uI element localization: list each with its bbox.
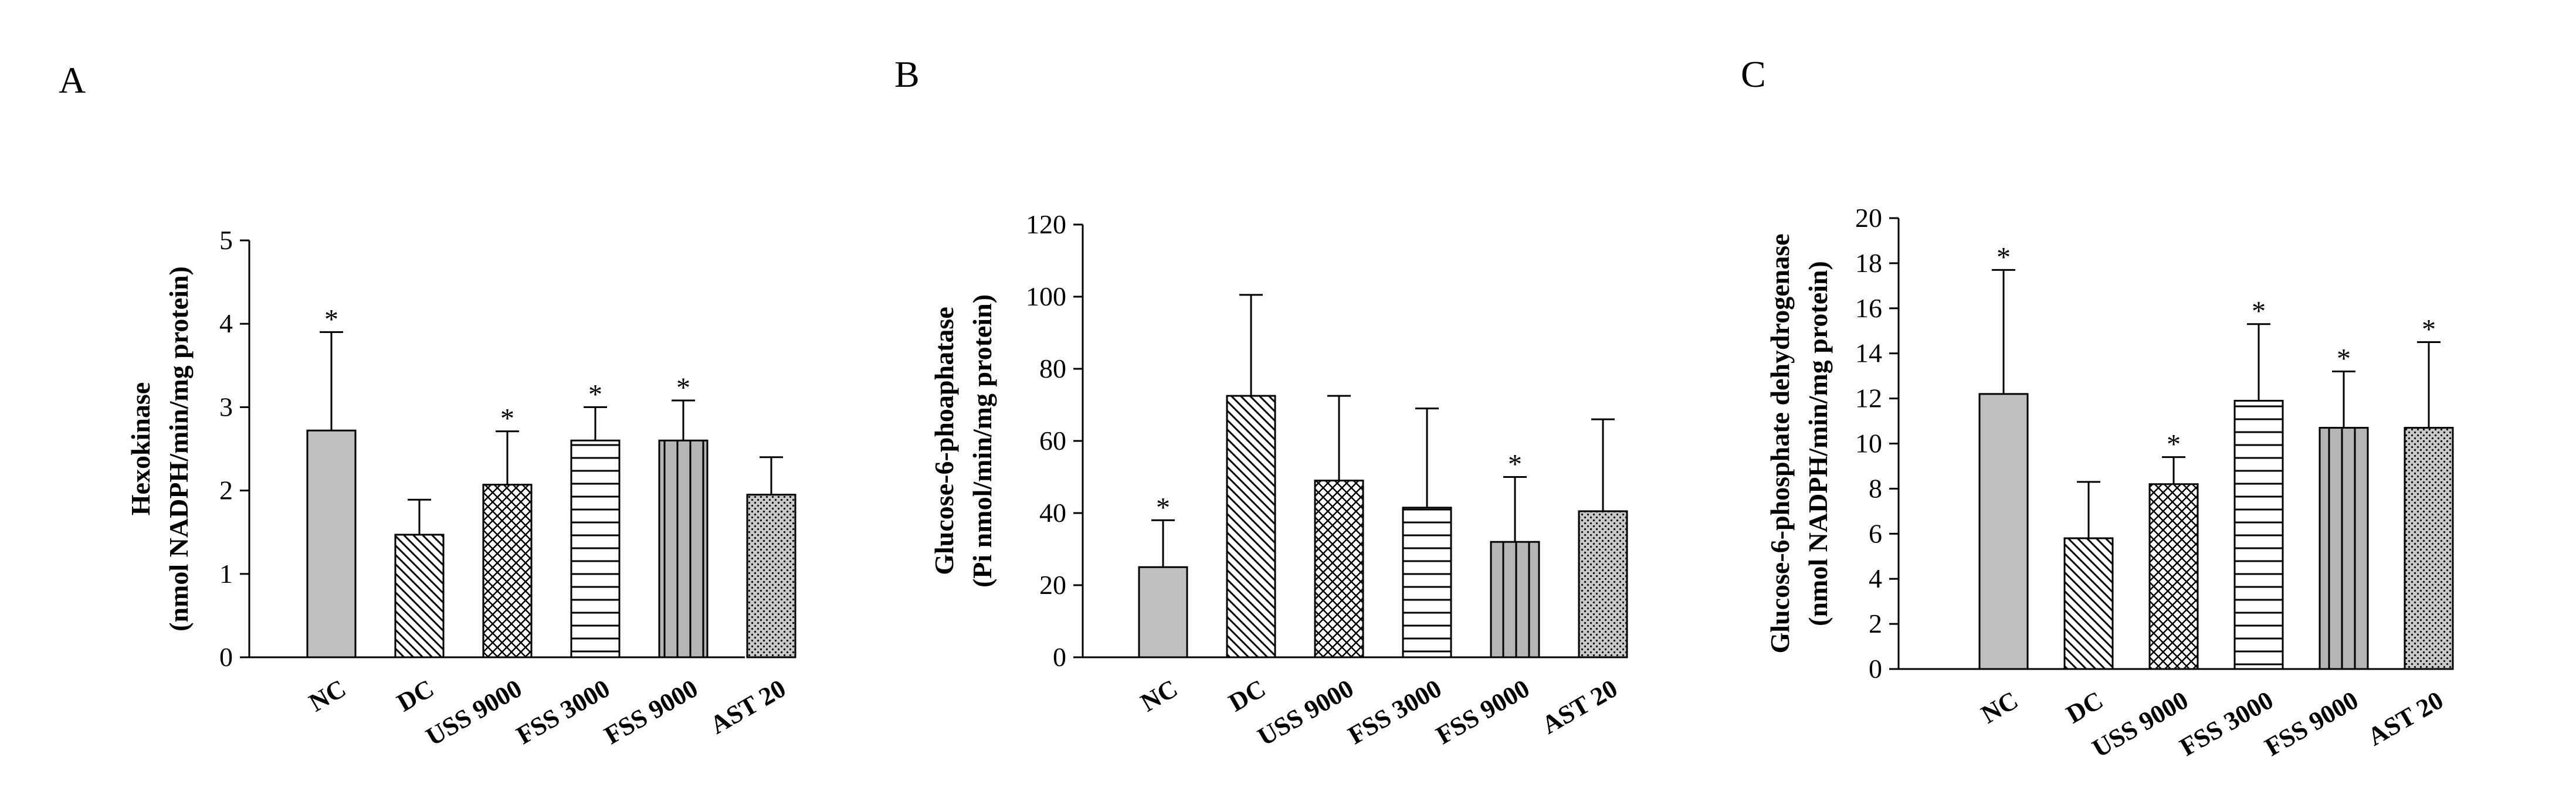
x-category-label: FSS 9000 (599, 674, 703, 750)
y-axis-label-line-1: Hexokinase (126, 382, 155, 515)
x-category-label: DC (1223, 674, 1270, 717)
y-tick-label: 3 (219, 392, 233, 422)
x-category-label: FSS 9000 (1431, 674, 1534, 750)
x-category-label: NC (1976, 685, 2023, 729)
x-category-label: DC (392, 674, 439, 717)
y-tick-label: 20 (1039, 570, 1066, 600)
x-category-label: AST 20 (705, 674, 791, 739)
bar-nc (1978, 393, 2029, 670)
y-axis-label-line-1: Glucose-6-phoaphatase (929, 307, 959, 575)
panel-letter: B (894, 53, 920, 95)
y-tick-label: 80 (1039, 354, 1066, 383)
bar-ast-20 (746, 494, 796, 658)
y-axis-label-line-2: (Pi nmol/min/mg protein) (967, 294, 997, 588)
significance-marker: * (2167, 429, 2181, 460)
y-axis-label-line-2: (nmol NADPH/min/mg protein) (164, 266, 194, 631)
y-axis-label-line-1: Glucose-6-phosphate dehydrogenase (1765, 233, 1795, 653)
y-tick-label: 18 (1855, 248, 1882, 278)
y-axis-label-line-2: (nmol NADPH/min/mg protein) (1803, 261, 1833, 626)
y-tick-label: 60 (1039, 426, 1066, 456)
bar-uss-9000 (2148, 483, 2199, 670)
significance-marker: * (2422, 314, 2436, 345)
panel-c-glucose-6-phosphate-dehydrogenase-chart: C Glucose-6-phosphate dehydrogenase (nmol … (1741, 53, 2454, 763)
y-tick-label: 8 (1869, 473, 1882, 503)
x-category-label: USS 9000 (2087, 685, 2193, 763)
significance-marker: * (1508, 449, 1522, 480)
bar-uss-9000 (1314, 480, 1364, 658)
significance-marker: * (1156, 492, 1170, 523)
x-category-label: NC (304, 674, 351, 717)
y-tick-label: 16 (1855, 293, 1882, 323)
y-tick-label: 0 (1869, 654, 1882, 684)
significance-marker: * (2337, 343, 2351, 374)
panel-a-hexokinase-chart: A Hexokinase (nmol NADPH/min/mg protein) 0 1… (59, 59, 796, 752)
bar-nc (306, 429, 357, 658)
x-category-label: AST 20 (2363, 685, 2448, 751)
y-tick-label: 6 (1869, 518, 1882, 548)
y-tick-label: 120 (1026, 209, 1066, 239)
bar-fss-9000 (658, 439, 709, 658)
bar-uss-9000 (482, 484, 533, 658)
y-tick-label: 5 (219, 225, 233, 255)
x-category-label: DC (2061, 685, 2108, 729)
x-category-label: FSS 9000 (2260, 685, 2363, 762)
y-tick-label: 14 (1855, 338, 1882, 368)
significance-marker: * (1997, 242, 2011, 273)
x-category-label: USS 9000 (1253, 674, 1358, 751)
y-tick-label: 0 (1053, 642, 1066, 672)
y-tick-label: 0 (219, 642, 233, 672)
panel-letter: C (1741, 53, 1766, 95)
bar-ast-20 (2404, 427, 2454, 670)
x-category-label: FSS 3000 (511, 674, 615, 750)
significance-marker: * (2252, 296, 2266, 327)
panel-b-glucose-6-phoaphatase-chart: B Glucose-6-phoaphatase (Pi nmol/min/mg pr… (894, 53, 1628, 752)
significance-marker: * (676, 372, 690, 403)
y-tick-label: 4 (219, 308, 233, 338)
panel-letter: A (59, 59, 86, 101)
x-category-label: FSS 3000 (1343, 674, 1446, 750)
y-tick-label: 10 (1855, 429, 1882, 459)
y-tick-label: 1 (219, 559, 233, 589)
significance-marker: * (500, 403, 514, 434)
bar-fss-3000 (1402, 507, 1452, 658)
y-tick-label: 12 (1855, 383, 1882, 413)
y-tick-label: 100 (1026, 281, 1066, 311)
x-category-label: FSS 3000 (2175, 685, 2278, 762)
y-tick-label: 20 (1855, 203, 1882, 233)
y-tick-label: 40 (1039, 498, 1066, 528)
significance-marker: * (588, 379, 602, 410)
x-category-label: USS 9000 (421, 674, 527, 751)
bar-fss-3000 (2233, 399, 2284, 670)
bar-ast-20 (1578, 510, 1628, 658)
bar-dc (1226, 395, 1276, 658)
x-category-label: AST 20 (1537, 674, 1622, 739)
bar-dc (2063, 537, 2114, 670)
y-tick-label: 2 (219, 476, 233, 505)
bar-fss-3000 (570, 439, 621, 658)
y-tick-label: 4 (1869, 563, 1882, 593)
x-category-label: NC (1136, 674, 1182, 717)
bar-nc (1138, 566, 1188, 658)
significance-marker: * (324, 304, 338, 335)
bar-fss-9000 (2319, 427, 2369, 670)
y-tick-label: 2 (1869, 609, 1882, 639)
bar-fss-9000 (1490, 541, 1540, 658)
bar-dc (394, 534, 445, 658)
